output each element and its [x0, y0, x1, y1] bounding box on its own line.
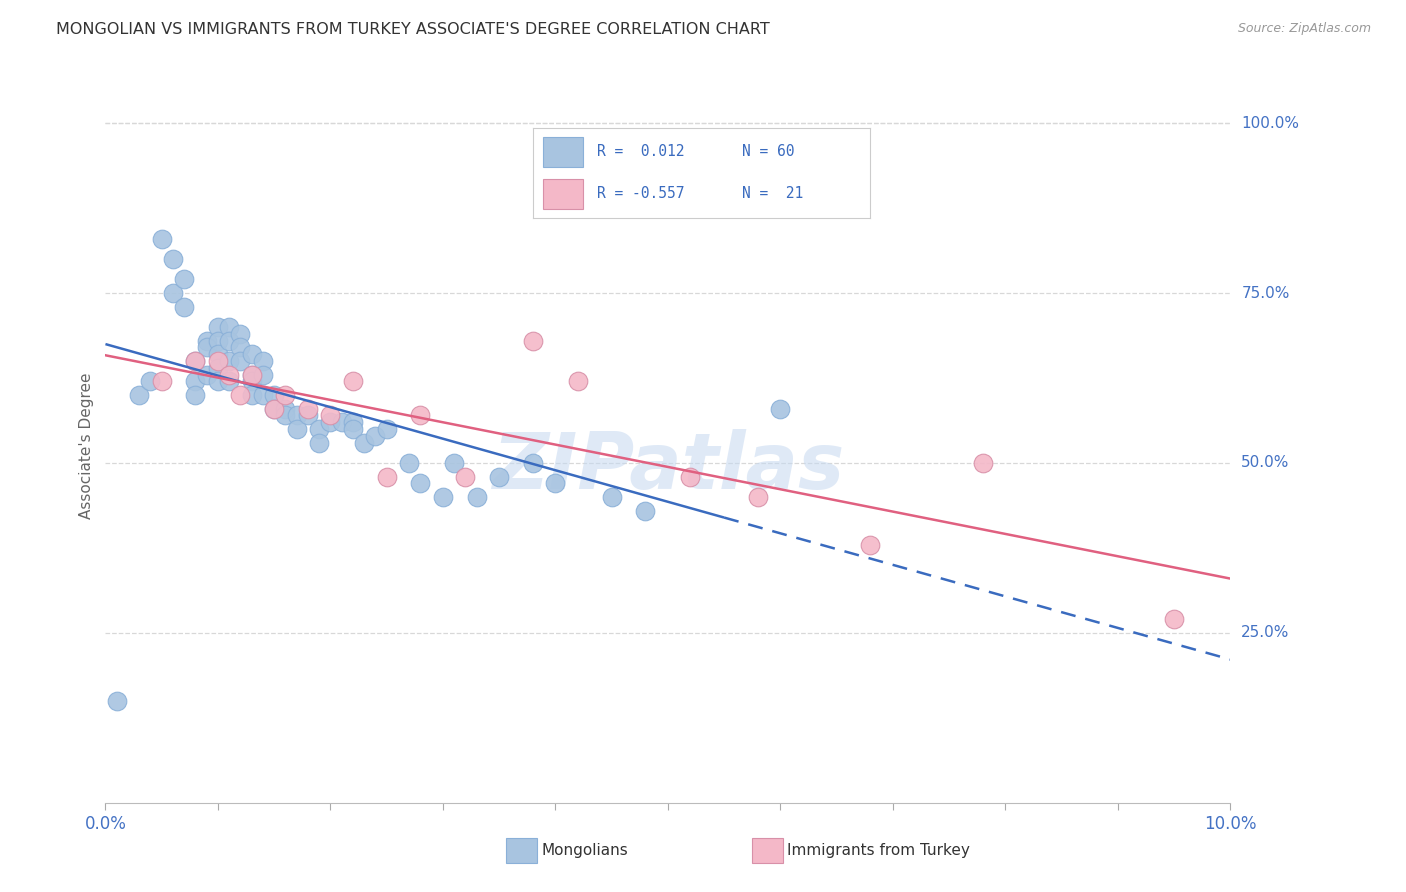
Point [522, 456, 544, 470]
Point [240, 368, 263, 382]
Text: 50.0%: 50.0% [1241, 456, 1289, 470]
Point [972, 456, 994, 470]
Point [308, 422, 330, 436]
Text: N =  21: N = 21 [742, 186, 803, 201]
Point [859, 537, 882, 551]
Point [353, 435, 375, 450]
Point [229, 354, 252, 368]
Point [342, 422, 364, 436]
Point [443, 456, 465, 470]
Text: R =  0.012: R = 0.012 [598, 145, 685, 159]
Point [207, 354, 229, 368]
Point [252, 368, 274, 382]
Point [218, 334, 240, 348]
Text: Immigrants from Turkey: Immigrants from Turkey [787, 844, 970, 858]
Point [634, 503, 657, 517]
Point [364, 429, 387, 443]
Point [432, 490, 454, 504]
Y-axis label: Associate's Degree: Associate's Degree [79, 373, 94, 519]
Point [522, 334, 544, 348]
Point [195, 341, 218, 355]
Point [240, 375, 263, 389]
Point [195, 334, 218, 348]
Point [409, 476, 432, 491]
Point [218, 375, 240, 389]
Point [465, 490, 488, 504]
Point [263, 401, 285, 416]
Point [150, 375, 173, 389]
Point [150, 232, 173, 246]
Point [218, 354, 240, 368]
Point [252, 354, 274, 368]
Point [274, 388, 297, 402]
Point [488, 469, 510, 483]
Point [240, 368, 263, 382]
Point [769, 401, 792, 416]
Point [342, 415, 364, 429]
Text: MONGOLIAN VS IMMIGRANTS FROM TURKEY ASSOCIATE'S DEGREE CORRELATION CHART: MONGOLIAN VS IMMIGRANTS FROM TURKEY ASSO… [56, 22, 770, 37]
Point [544, 476, 567, 491]
Point [398, 456, 420, 470]
Point [1163, 612, 1185, 626]
Point [139, 375, 162, 389]
Point [297, 409, 319, 423]
Point [285, 422, 308, 436]
Point [274, 409, 297, 423]
Point [263, 388, 285, 402]
Point [173, 272, 195, 286]
Point [184, 375, 207, 389]
Point [184, 354, 207, 368]
Point [105, 694, 128, 708]
Point [229, 326, 252, 341]
Point [375, 422, 398, 436]
Point [252, 388, 274, 402]
Point [184, 354, 207, 368]
FancyBboxPatch shape [543, 137, 583, 167]
Point [342, 375, 364, 389]
Point [747, 490, 769, 504]
Text: 100.0%: 100.0% [1241, 116, 1299, 131]
Point [679, 469, 702, 483]
Text: 75.0%: 75.0% [1241, 285, 1289, 301]
Text: ZIPatlas: ZIPatlas [492, 429, 844, 506]
Point [454, 469, 477, 483]
Text: R = -0.557: R = -0.557 [598, 186, 685, 201]
Point [207, 320, 229, 334]
Point [207, 375, 229, 389]
Text: Source: ZipAtlas.com: Source: ZipAtlas.com [1237, 22, 1371, 36]
Point [229, 388, 252, 402]
Point [207, 347, 229, 361]
Point [285, 409, 308, 423]
Point [409, 409, 432, 423]
Point [240, 388, 263, 402]
Point [567, 375, 589, 389]
Text: Mongolians: Mongolians [541, 844, 628, 858]
Point [263, 401, 285, 416]
Point [319, 409, 342, 423]
Point [319, 415, 342, 429]
Point [218, 320, 240, 334]
Point [229, 341, 252, 355]
Text: N = 60: N = 60 [742, 145, 794, 159]
Point [128, 388, 150, 402]
Point [162, 286, 184, 301]
Point [207, 334, 229, 348]
Point [240, 347, 263, 361]
Point [375, 469, 398, 483]
Point [308, 435, 330, 450]
Point [195, 368, 218, 382]
Point [207, 360, 229, 375]
Point [162, 252, 184, 266]
Point [173, 300, 195, 314]
Point [218, 368, 240, 382]
Point [330, 415, 353, 429]
FancyBboxPatch shape [543, 179, 583, 209]
Point [297, 401, 319, 416]
Text: 25.0%: 25.0% [1241, 625, 1289, 640]
Point [274, 401, 297, 416]
Point [184, 388, 207, 402]
Point [600, 490, 623, 504]
